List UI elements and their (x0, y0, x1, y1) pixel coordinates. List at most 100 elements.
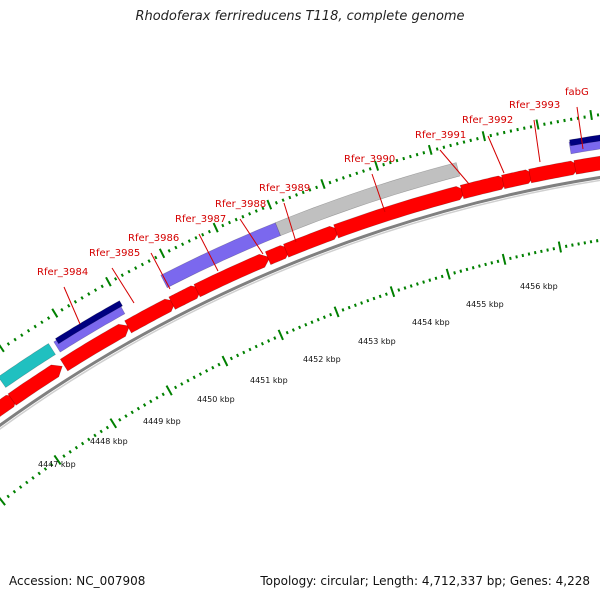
outer-tick (328, 180, 332, 185)
kbp-tick (428, 278, 432, 282)
outer-tick (496, 132, 499, 136)
gray-feature (275, 162, 461, 236)
kbp-tick (62, 454, 66, 458)
outer-tick (147, 259, 151, 263)
kbp-label-track: 4447 kbp 4448 kbp 4449 kbp 4450 kbp 4451 kbp… (38, 282, 558, 469)
outer-tick-track (0, 109, 600, 353)
kbp-tick (74, 445, 79, 450)
outer-tick (469, 138, 473, 143)
kbp-tick (434, 276, 438, 280)
callout-line (371, 173, 386, 213)
kbp-tick (124, 414, 128, 418)
outer-tick (194, 236, 198, 240)
kbp-tick (43, 467, 48, 471)
outer-tick (207, 229, 211, 234)
outer-tick (248, 212, 252, 216)
gene-label: Rfer_3992 (462, 115, 513, 126)
kbp-label: 4452 kbp (303, 355, 341, 364)
kbp-tick (564, 244, 568, 248)
outer-tick (73, 299, 78, 304)
gene-label: Rfer_3986 (128, 233, 179, 244)
kbp-tick (316, 317, 320, 322)
kbp-tick (501, 253, 507, 265)
outer-tick (409, 154, 412, 159)
rna-dark-feature-a (54, 300, 123, 345)
outer-tick (509, 129, 513, 133)
kbp-tick (174, 385, 178, 390)
outer-tick (481, 131, 486, 142)
gene-label: Rfer_3991 (415, 130, 466, 141)
kbp-tick (53, 454, 62, 465)
cyan-feature (0, 343, 56, 388)
kbp-tick (353, 303, 357, 308)
accession-text: Accession: NC_007908 (9, 574, 146, 588)
forward-gene-2 (59, 323, 130, 372)
backbone-line (0, 175, 600, 428)
callout-line (150, 252, 171, 290)
outer-tick (221, 223, 225, 228)
kbp-tick (372, 296, 376, 301)
outer-tick (134, 266, 138, 270)
outer-tick (266, 199, 273, 210)
kbp-tick (552, 247, 556, 251)
outer-tick (114, 277, 118, 281)
kbp-label: 4448 kbp (90, 437, 128, 446)
kbp-tick (49, 462, 54, 467)
outer-tick (341, 176, 345, 180)
outer-tick (187, 239, 191, 243)
gene-label: fabG (565, 87, 589, 98)
callout-line (198, 233, 219, 272)
kbp-tick (229, 356, 233, 361)
outer-tick (476, 137, 479, 141)
kbp-tick (415, 282, 419, 286)
callout-line (439, 149, 470, 185)
outer-tick (100, 284, 104, 289)
kbp-label: 4453 kbp (358, 337, 396, 346)
kbp-tick (577, 242, 580, 246)
kbp-tick (6, 494, 10, 499)
kbp-tick (453, 271, 456, 275)
outer-tick (301, 190, 305, 195)
kbp-tick (277, 329, 284, 341)
kbp-tick (254, 344, 258, 349)
kbp-tick (521, 253, 525, 258)
outer-tick (67, 303, 71, 308)
outer-tick (181, 242, 185, 247)
outer-tick (516, 127, 519, 132)
outer-tick (382, 162, 385, 167)
callout-line (63, 286, 81, 325)
gene-label: Rfer_3987 (175, 214, 226, 225)
kbp-tick (186, 378, 190, 383)
gene-label: Rfer_3990 (344, 154, 395, 165)
map-title: Rhodoferax ferrireducens T118, complete … (135, 9, 465, 24)
outer-tick (442, 145, 446, 149)
kbp-tick (445, 268, 451, 280)
kbp-tick (546, 248, 549, 252)
outer-tick (212, 222, 219, 233)
outer-tick (388, 160, 392, 165)
outer-tick (315, 185, 319, 190)
kbp-tick (12, 489, 17, 494)
outer-tick (395, 158, 399, 163)
kbp-tick (80, 441, 85, 446)
callout-line (111, 267, 135, 304)
outer-tick (140, 262, 144, 267)
outer-tick (60, 308, 64, 312)
kbp-tick (589, 240, 593, 244)
outer-tick (368, 167, 372, 171)
kbp-tick (0, 496, 6, 506)
forward-gene-12 (573, 155, 600, 175)
outer-tick (563, 118, 566, 123)
kbp-tick (248, 347, 252, 352)
outer-tick (362, 169, 365, 173)
kbp-tick (422, 280, 425, 284)
outer-tick (589, 109, 593, 121)
gene-label: Rfer_3984 (37, 267, 88, 278)
kbp-tick (360, 301, 364, 305)
genome-summary-text: Topology: circular; Length: 4,712,337 bp… (260, 574, 590, 588)
outer-tick (355, 171, 359, 176)
kbp-tick (465, 267, 469, 272)
outer-tick (26, 328, 31, 333)
kbp-tick (298, 325, 302, 330)
